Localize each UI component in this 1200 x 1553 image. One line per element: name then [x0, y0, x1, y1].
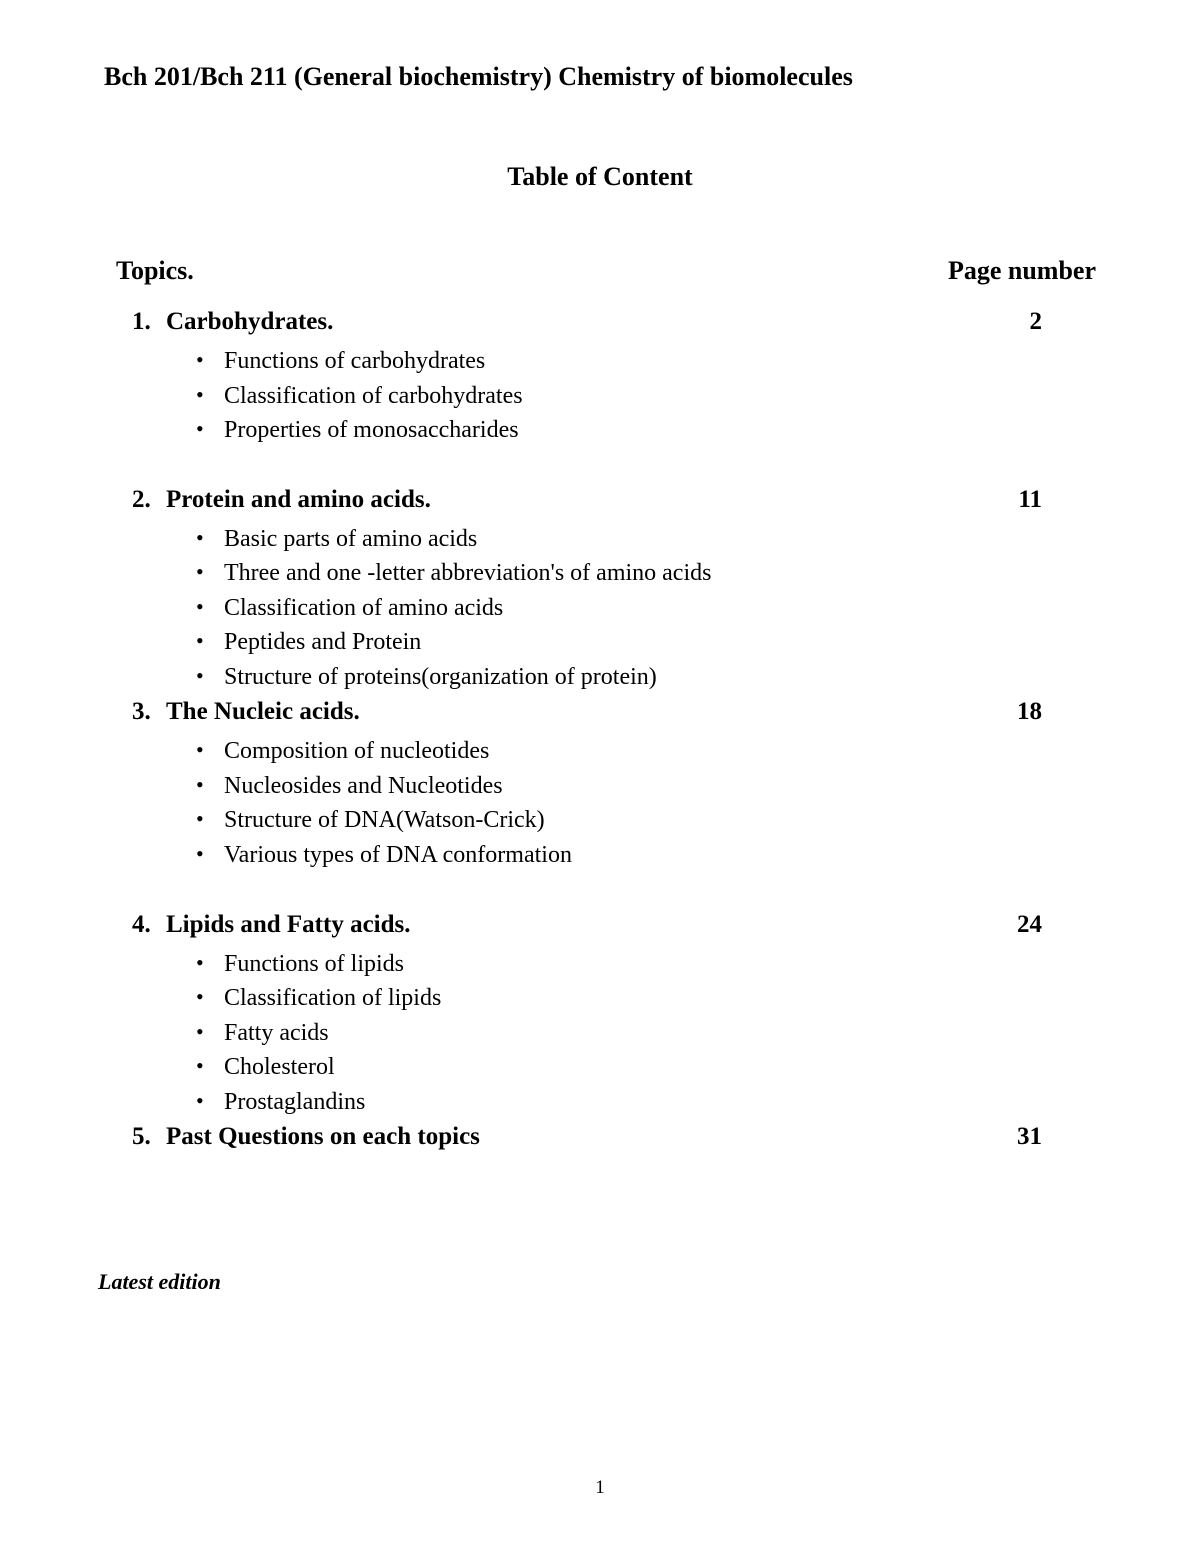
- topic-number: 3.: [132, 698, 166, 726]
- topic-title: 1.Carbohydrates.: [132, 308, 333, 336]
- topic-block: 2.Protein and amino acids. 11 Basic parts …: [96, 486, 1104, 695]
- topic-number: 1.: [132, 308, 166, 336]
- topic-row: 3.The Nucleic acids. 18: [96, 698, 1104, 726]
- header-page: Page number: [948, 256, 1096, 286]
- footer-note: Latest edition: [98, 1269, 1104, 1295]
- topic-block: 3.The Nucleic acids. 18 Composition of nuc…: [96, 698, 1104, 872]
- sub-item: Basic parts of amino acids: [224, 522, 1104, 557]
- topic-number: 5.: [132, 1123, 166, 1151]
- sub-item: Peptides and Protein: [224, 625, 1104, 660]
- topic-title-text: Past Questions on each topics: [166, 1123, 480, 1150]
- topic-page: 2: [1030, 308, 1043, 336]
- topic-title-text: Carbohydrates.: [166, 308, 333, 335]
- toc-body: 1.Carbohydrates. 2 Functions of carbohydra…: [96, 308, 1104, 1151]
- topic-row: 4.Lipids and Fatty acids. 24: [96, 911, 1104, 939]
- topic-title-text: The Nucleic acids.: [166, 698, 360, 725]
- topic-row: 2.Protein and amino acids. 11: [96, 486, 1104, 514]
- sub-item: Various types of DNA conformation: [224, 838, 1104, 873]
- sub-item: Cholesterol: [224, 1050, 1104, 1085]
- topic-title-text: Protein and amino acids.: [166, 486, 431, 513]
- topic-block: 5.Past Questions on each topics 31: [96, 1123, 1104, 1151]
- sub-item: Functions of lipids: [224, 947, 1104, 982]
- topic-row: 5.Past Questions on each topics 31: [96, 1123, 1104, 1151]
- sub-list: Functions of lipidsClassification of lip…: [96, 947, 1104, 1120]
- sub-item: Fatty acids: [224, 1016, 1104, 1051]
- topic-row: 1.Carbohydrates. 2: [96, 308, 1104, 336]
- topic-title: 4.Lipids and Fatty acids.: [132, 911, 411, 939]
- topic-title: 3.The Nucleic acids.: [132, 698, 360, 726]
- course-title: Bch 201/Bch 211 (General biochemistry) C…: [104, 62, 1104, 92]
- sub-item: Properties of monosaccharides: [224, 413, 1104, 448]
- page-number: 1: [0, 1477, 1200, 1499]
- sub-list: Functions of carbohydratesClassification…: [96, 344, 1104, 448]
- sub-item: Structure of DNA(Watson-Crick): [224, 803, 1104, 838]
- topic-page: 31: [1017, 1123, 1042, 1151]
- topic-block: 1.Carbohydrates. 2 Functions of carbohydra…: [96, 308, 1104, 448]
- sub-list: Basic parts of amino acidsThree and one …: [96, 522, 1104, 695]
- topic-title-text: Lipids and Fatty acids.: [166, 911, 411, 938]
- topic-title: 2.Protein and amino acids.: [132, 486, 431, 514]
- header-topics: Topics.: [116, 256, 194, 286]
- sub-item: Three and one -letter abbreviation's of …: [224, 556, 1104, 591]
- topic-title: 5.Past Questions on each topics: [132, 1123, 480, 1151]
- topic-page: 18: [1017, 698, 1042, 726]
- sub-item: Composition of nucleotides: [224, 734, 1104, 769]
- sub-item: Structure of proteins(organization of pr…: [224, 660, 1104, 695]
- sub-item: Functions of carbohydrates: [224, 344, 1104, 379]
- topic-page: 24: [1017, 911, 1042, 939]
- sub-item: Classification of amino acids: [224, 591, 1104, 626]
- sub-item: Classification of carbohydrates: [224, 379, 1104, 414]
- topic-page: 11: [1018, 486, 1042, 514]
- sub-item: Prostaglandins: [224, 1085, 1104, 1120]
- toc-heading: Table of Content: [96, 162, 1104, 192]
- sub-item: Classification of lipids: [224, 981, 1104, 1016]
- sub-item: Nucleosides and Nucleotides: [224, 769, 1104, 804]
- sub-list: Composition of nucleotidesNucleosides an…: [96, 734, 1104, 872]
- topic-block: 4.Lipids and Fatty acids. 24 Functions of …: [96, 911, 1104, 1120]
- toc-header-row: Topics. Page number: [96, 256, 1104, 286]
- topic-number: 2.: [132, 486, 166, 514]
- topic-number: 4.: [132, 911, 166, 939]
